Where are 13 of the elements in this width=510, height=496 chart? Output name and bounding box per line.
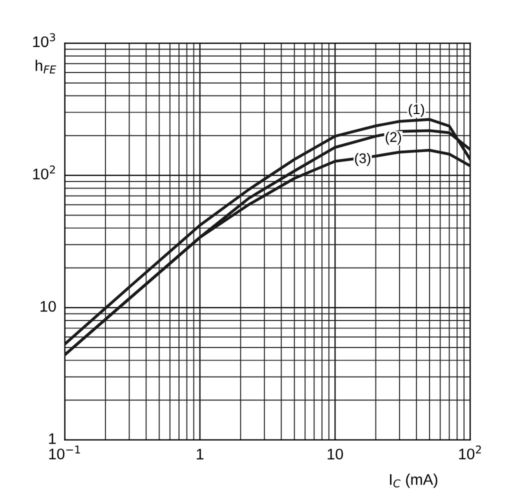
annotation: (1) — [408, 104, 424, 117]
y-tick-label: 10$^{2}$ — [33, 165, 55, 180]
x-tick-label: 1 — [196, 448, 204, 460]
annotation: (2) — [386, 132, 401, 145]
y-tick-label: 1 — [49, 433, 56, 444]
x-tick-label: 10$^{2}$ — [459, 445, 481, 460]
y-tick-label: 10 — [40, 300, 56, 312]
y-axis-title: h$_{FE}$ — [36, 60, 56, 74]
x-tick-label: 10$^{−1}$ — [49, 446, 80, 460]
x-axis-title: I$_{C}$ (mA) — [390, 474, 438, 488]
y-tick-label: 10$^{3}$ — [33, 33, 56, 48]
annotation: (3) — [355, 152, 370, 166]
x-tick-label: 10 — [328, 448, 343, 460]
